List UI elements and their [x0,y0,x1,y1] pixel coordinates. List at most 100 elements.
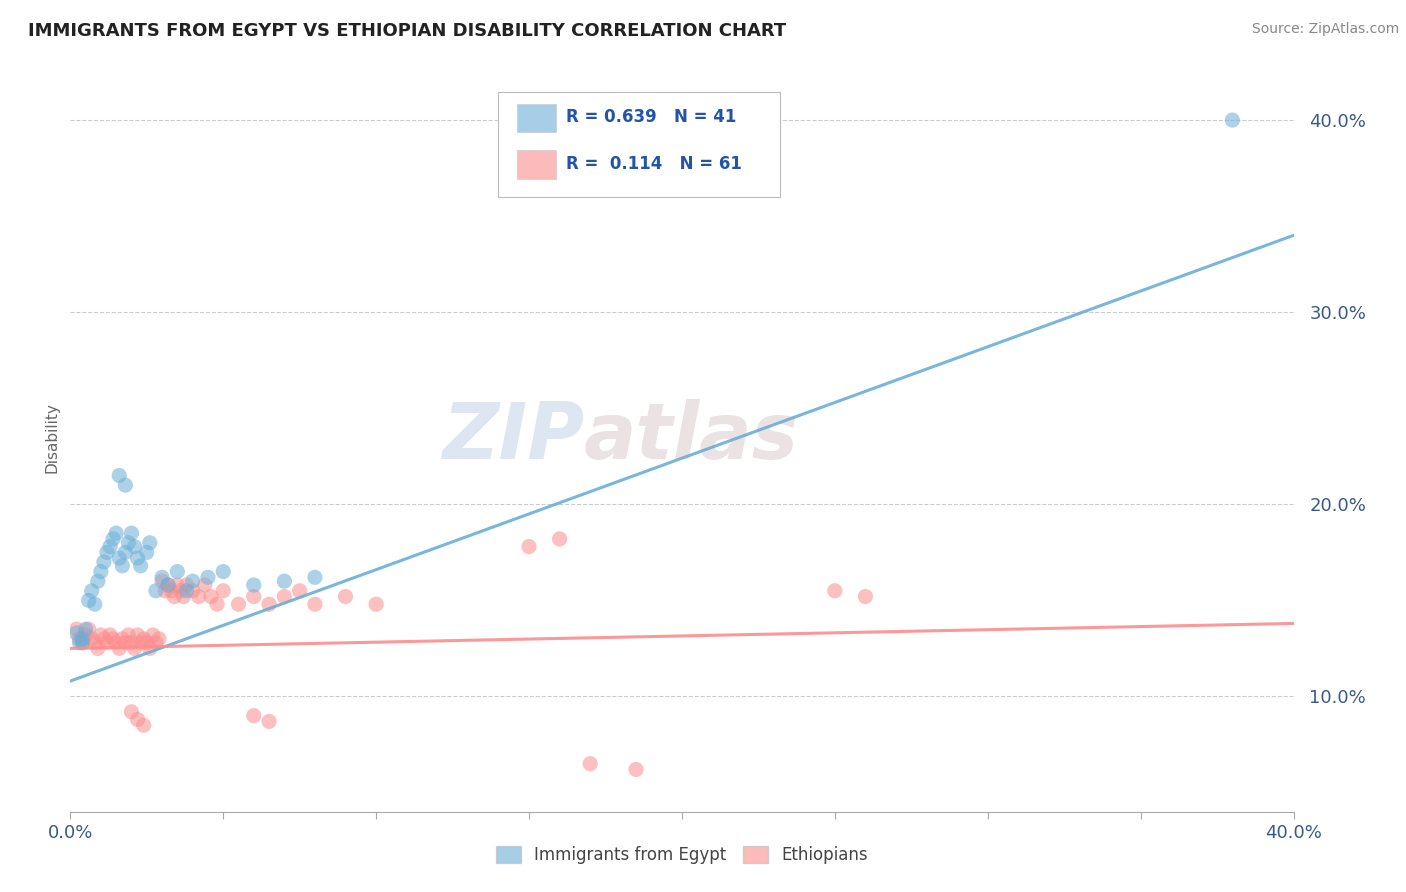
Point [228,597,250,611]
Point [197,570,219,584]
Point [75,622,97,636]
Point [132,632,155,646]
Point [124,641,146,656]
Point [304,570,326,584]
Text: ZIP: ZIP [441,399,583,475]
Point [72,635,94,649]
Point [1220,113,1243,128]
Point [153,583,176,598]
Point [212,565,235,579]
Point [169,583,191,598]
Point [257,714,280,729]
FancyBboxPatch shape [517,103,555,132]
Point [200,590,222,604]
Point [90,565,112,579]
Point [69,632,91,646]
Point [129,558,152,573]
Point [243,708,266,723]
Point [304,597,326,611]
Point [77,622,100,636]
Text: R = 0.639   N = 41: R = 0.639 N = 41 [565,108,737,126]
Point [87,574,110,589]
Text: IMMIGRANTS FROM EGYPT VS ETHIOPIAN DISABILITY CORRELATION CHART: IMMIGRANTS FROM EGYPT VS ETHIOPIAN DISAB… [28,22,786,40]
Point [121,705,143,719]
Text: Source: ZipAtlas.com: Source: ZipAtlas.com [1251,22,1399,37]
Point [75,628,97,642]
Point [83,635,105,649]
Point [83,597,105,611]
Point [111,632,134,646]
Point [101,632,124,646]
Point [243,578,266,592]
Point [187,590,209,604]
Point [117,535,139,549]
Point [127,551,149,566]
Point [172,590,194,604]
Point [139,641,162,656]
Point [624,763,647,777]
Point [135,635,157,649]
Text: R =  0.114   N = 61: R = 0.114 N = 61 [565,154,741,172]
Point [96,545,118,559]
Point [135,545,157,559]
Point [166,565,188,579]
Point [80,632,103,646]
Point [121,635,143,649]
Point [150,570,173,584]
Point [77,593,100,607]
Point [157,578,180,592]
Point [65,622,87,636]
Point [257,597,280,611]
Point [145,635,167,649]
Point [127,628,149,642]
Point [98,540,121,554]
Point [114,545,136,559]
Point [90,628,112,642]
Point [108,551,131,566]
Point [176,583,198,598]
Point [111,558,134,573]
Point [132,718,155,732]
Point [205,597,228,611]
Point [121,526,143,541]
Point [114,478,136,492]
Point [181,583,204,598]
Point [824,583,846,598]
Point [855,590,877,604]
Point [145,583,167,598]
Point [124,540,146,554]
Point [273,574,295,589]
Text: atlas: atlas [583,399,799,475]
Point [129,635,152,649]
Point [105,635,128,649]
Point [139,535,162,549]
Point [108,641,131,656]
FancyBboxPatch shape [517,150,555,178]
Point [194,578,217,592]
Y-axis label: Disability: Disability [44,401,59,473]
Point [72,632,94,646]
Point [160,583,183,598]
Point [157,578,180,592]
Point [101,532,124,546]
Point [335,590,357,604]
Point [105,526,128,541]
Point [273,590,295,604]
Point [517,540,540,554]
Legend: Immigrants from Egypt, Ethiopians: Immigrants from Egypt, Ethiopians [489,839,875,871]
Point [127,713,149,727]
Point [166,578,188,592]
Point [163,590,186,604]
Point [142,628,165,642]
Point [69,635,91,649]
Point [114,635,136,649]
Point [108,468,131,483]
Point [148,632,170,646]
Point [288,583,311,598]
FancyBboxPatch shape [499,93,780,197]
Point [65,626,87,640]
Point [366,597,388,611]
Point [117,628,139,642]
Point [87,641,110,656]
Point [93,632,115,646]
